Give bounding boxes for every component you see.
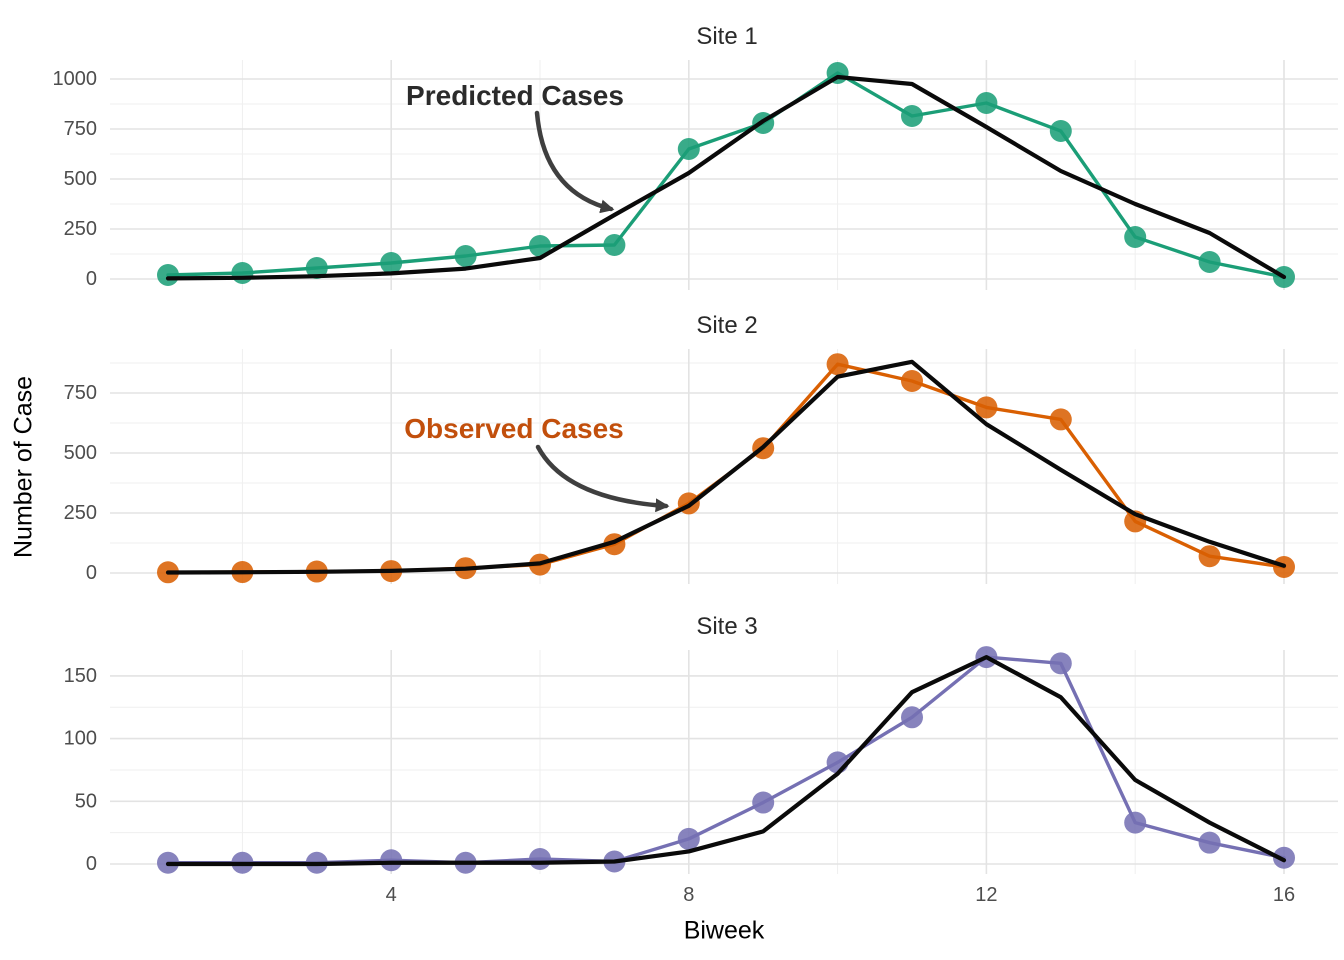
observed-cases-annotation: Observed Cases <box>404 413 624 444</box>
observed-point <box>901 370 923 392</box>
y-tick-label: 500 <box>64 168 97 190</box>
x-tick-label: 8 <box>683 884 694 906</box>
observed-point <box>305 257 328 279</box>
observed-line <box>166 362 1286 574</box>
facet-title-site-1: Site 1 <box>696 23 758 50</box>
x-tick-label: 4 <box>386 884 397 906</box>
predicted-cases-arrow-icon <box>534 110 615 214</box>
observed-point <box>603 234 626 256</box>
observed-cases-arrow-icon <box>535 444 670 513</box>
x-axis-title: Biweek <box>683 916 765 945</box>
y-tick-label: 250 <box>64 218 97 240</box>
observed-point <box>529 235 551 257</box>
x-tick-label: 12 <box>975 884 997 906</box>
y-tick-label: 50 <box>75 790 97 812</box>
observed-point <box>529 847 551 870</box>
y-tick-label: 250 <box>64 502 97 524</box>
y-tick-label: 1000 <box>53 68 98 90</box>
observed-point <box>380 849 403 872</box>
observed-point <box>1124 226 1147 248</box>
facet-title-site-3: Site 3 <box>696 613 758 640</box>
observed-point <box>975 396 998 419</box>
observed-point <box>231 262 254 284</box>
observed-point <box>901 706 923 729</box>
panel-3: 0 50 100 150 <box>64 646 1338 875</box>
y-tick-label: 750 <box>64 382 97 404</box>
y-tick-label: 0 <box>86 562 97 584</box>
x-tick-label: 16 <box>1273 884 1295 906</box>
predicted-cases-annotation: Predicted Cases <box>406 80 624 111</box>
facet-title-site-2: Site 2 <box>696 312 758 339</box>
y-tick-label: 750 <box>64 118 97 140</box>
observed-point <box>1049 120 1072 142</box>
observed-point <box>677 827 700 850</box>
observed-point <box>380 252 403 274</box>
observed-point <box>752 791 775 814</box>
predicted-line <box>165 359 1287 575</box>
observed-point <box>1049 408 1072 431</box>
y-tick-label: 100 <box>64 728 97 750</box>
y-tick-label: 500 <box>64 442 97 464</box>
predicted-line <box>165 74 1287 281</box>
observed-line <box>166 71 1286 279</box>
observed-point <box>826 353 849 376</box>
observed-point <box>975 92 998 114</box>
observed-point <box>1198 831 1221 854</box>
predicted-line <box>165 654 1287 867</box>
y-tick-label: 150 <box>64 665 97 687</box>
panel-2: 0 250 500 750 <box>64 349 1338 584</box>
y-axis-title: Number of Case <box>9 375 38 559</box>
y-tick-label: 0 <box>86 268 97 290</box>
observed-point <box>454 245 477 267</box>
observed-point <box>1273 846 1295 869</box>
observed-point <box>1198 251 1221 273</box>
observed-point <box>901 105 923 127</box>
observed-point <box>677 138 700 160</box>
panel-1: 0 250 500 750 1000 <box>53 60 1338 290</box>
observed-point <box>1124 811 1147 834</box>
observed-point <box>157 264 179 286</box>
observed-point <box>1049 652 1072 675</box>
observed-point <box>1198 545 1221 568</box>
y-tick-label: 0 <box>86 853 97 875</box>
